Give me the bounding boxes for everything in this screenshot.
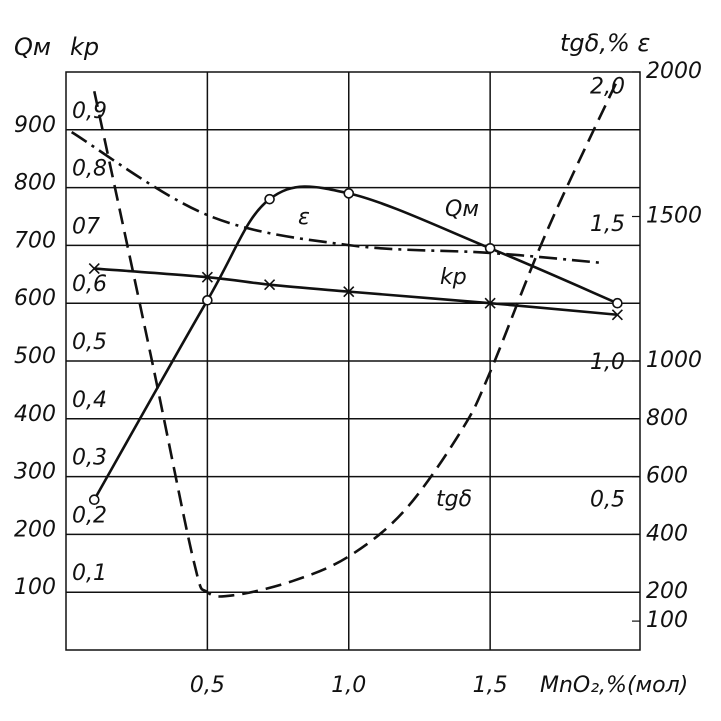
series-line: [94, 267, 618, 317]
y-tick-label: 100: [14, 575, 56, 600]
y-axis-label: Qм: [14, 33, 51, 61]
kp-tick-label: 0,2: [72, 503, 107, 528]
kp-tick-label: 0,1: [72, 561, 107, 586]
y-tick-label: 800: [14, 171, 56, 196]
point: [88, 494, 100, 506]
kp-tick-label: 07: [72, 214, 100, 239]
kp-tick-label: 0,8: [72, 157, 107, 182]
y2-tick-label: 1000: [646, 348, 702, 373]
kp-axis-label: kр: [70, 33, 99, 61]
y2-tick-label: 200: [646, 579, 688, 604]
point: [343, 286, 355, 298]
annotation: ε: [298, 205, 310, 230]
y2-tick-label: 800: [646, 406, 688, 431]
y2-tick-label: 100: [646, 608, 688, 633]
point: [343, 188, 355, 199]
y-tick-label: 500: [14, 344, 56, 369]
x-tick-label: 0,5: [190, 673, 225, 698]
point: [264, 279, 276, 291]
point: [611, 309, 623, 321]
x-tick-label: 1,0: [331, 673, 366, 698]
annotation: tgδ: [436, 487, 472, 512]
kp-tick-label: 0,5: [72, 330, 107, 355]
annotation: Qм: [445, 197, 479, 222]
y-tick-label: 400: [14, 402, 56, 427]
point: [202, 295, 213, 306]
series-line: [93, 185, 618, 501]
y-tick-label: 200: [14, 517, 56, 542]
y2-tick-label: 600: [646, 464, 688, 489]
kp-tick-label: 0,4: [72, 388, 107, 413]
y-tick-label: 900: [14, 113, 56, 138]
tg-tick-label: 0,5: [590, 487, 625, 512]
kp-tick-label: 0,6: [72, 272, 107, 297]
y2-tick-label: 400: [646, 521, 688, 546]
y2-tick-label: 1500: [646, 204, 702, 229]
tg-tick-label: 2,0: [590, 75, 625, 100]
point: [484, 297, 496, 309]
kp-tick-label: 0,3: [72, 446, 107, 471]
x-axis-label: MnO₂,%(мол): [540, 673, 688, 698]
point: [88, 262, 100, 275]
point: [201, 271, 213, 283]
y2-tick-label: 2000: [646, 59, 702, 84]
x-tick-label: 1,5: [473, 673, 508, 698]
series-line: [93, 79, 619, 598]
tg-tick-label: 1,5: [590, 212, 625, 237]
y-tick-label: 300: [14, 460, 56, 485]
annotation: kр: [440, 265, 467, 290]
y-tick-label: 700: [14, 228, 56, 253]
y-tick-label: 600: [14, 286, 56, 311]
tg-tick-label: 1,0: [590, 350, 625, 375]
point: [264, 193, 275, 205]
series-line: [70, 131, 604, 265]
point: [612, 297, 623, 309]
y2-axis-label: tgδ,% ε: [560, 29, 650, 57]
